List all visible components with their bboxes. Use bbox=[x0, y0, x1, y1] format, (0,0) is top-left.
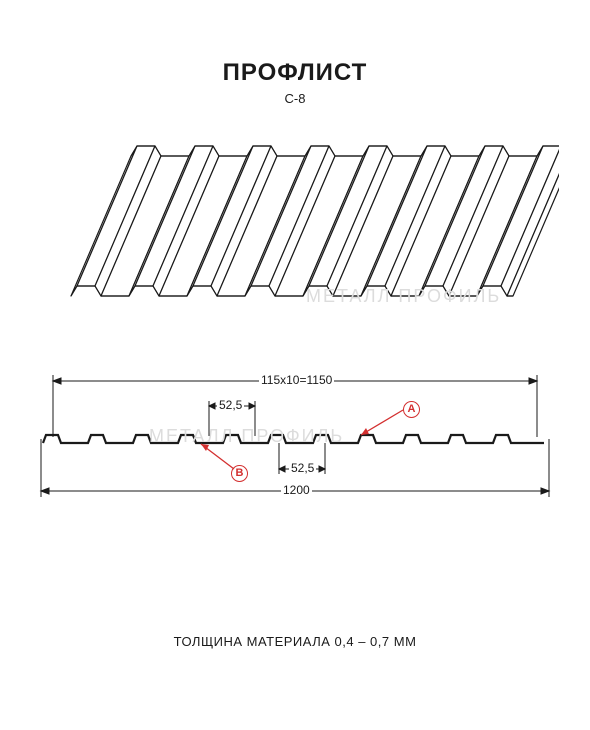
callout-b: B bbox=[231, 465, 248, 482]
diagram-container: ПРОФЛИСТ C-8 МЕТАЛЛ ПРОФИЛЬ bbox=[31, 31, 559, 699]
dim-bottom-width: 1200 bbox=[281, 483, 312, 497]
callout-a: A bbox=[403, 401, 420, 418]
thickness-label: ТОЛЩИНА МАТЕРИАЛА 0,4 – 0,7 ММ bbox=[31, 634, 559, 649]
dim-rib-down: 52,5 bbox=[289, 461, 316, 475]
profile-section bbox=[31, 361, 559, 541]
perspective-view bbox=[31, 141, 559, 321]
dim-rib-up: 52,5 bbox=[217, 398, 244, 412]
subtitle: C-8 bbox=[31, 91, 559, 106]
title: ПРОФЛИСТ bbox=[31, 59, 559, 87]
dim-top-width: 115х10=1150 bbox=[259, 373, 334, 387]
